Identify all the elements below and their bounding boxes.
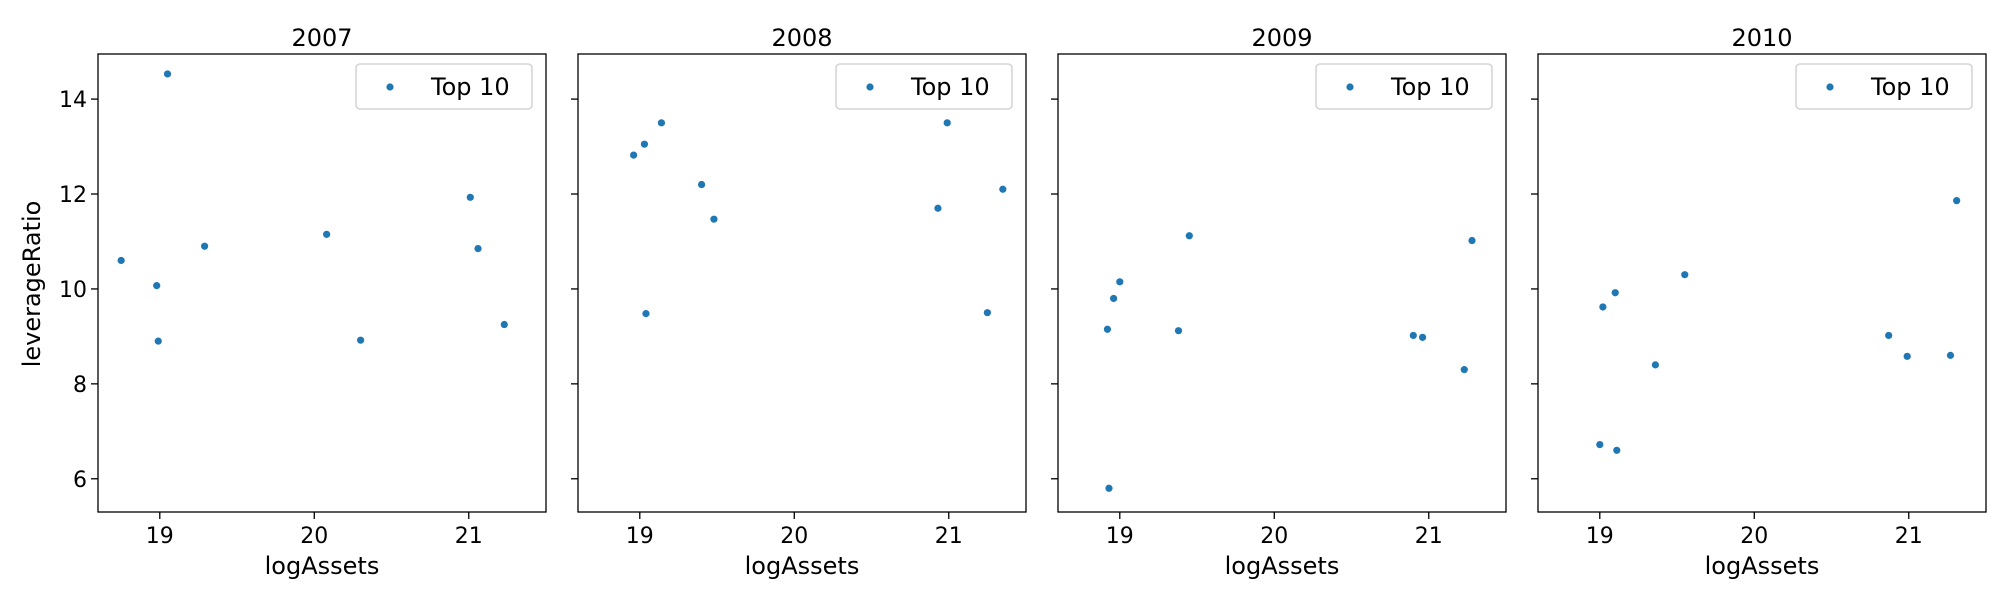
- x-axis-label: logAssets: [1225, 552, 1340, 580]
- data-point: [1946, 351, 1955, 359]
- data-point: [640, 140, 649, 148]
- y-tick-label: 6: [73, 468, 87, 493]
- data-point: [154, 337, 162, 345]
- legend-label: Top 10: [430, 73, 510, 101]
- data-point: [642, 310, 650, 318]
- legend: [1315, 63, 1493, 110]
- data-point: [657, 119, 666, 127]
- y-tick-label: 8: [73, 373, 87, 398]
- panel-title: 2008: [771, 24, 832, 52]
- panel-title: 2007: [291, 24, 352, 52]
- plot-area: [577, 53, 1027, 513]
- data-point: [697, 180, 706, 189]
- x-tick-label: 19: [1106, 524, 1134, 549]
- data-point: [1613, 446, 1621, 454]
- data-point: [1681, 271, 1689, 279]
- data-point: [1651, 361, 1660, 369]
- legend: [835, 63, 1013, 110]
- data-point: [1174, 327, 1183, 335]
- data-point: [934, 204, 942, 212]
- x-axis-label: logAssets: [1705, 552, 1820, 580]
- panel-title: 2009: [1251, 24, 1312, 52]
- legend: [355, 63, 533, 110]
- y-tick-label: 12: [59, 183, 87, 208]
- x-axis-label: logAssets: [265, 552, 380, 580]
- data-point: [1611, 289, 1619, 297]
- data-point: [1903, 352, 1911, 360]
- x-tick-label: 19: [146, 524, 174, 549]
- x-tick-label: 20: [300, 524, 328, 549]
- legend-label: Top 10: [1390, 73, 1470, 101]
- data-point: [1885, 331, 1893, 340]
- x-tick-label: 20: [780, 524, 808, 549]
- data-point: [1105, 484, 1113, 492]
- data-point: [1460, 366, 1468, 374]
- x-axis-label: logAssets: [745, 552, 860, 580]
- x-tick-label: 19: [1586, 524, 1614, 549]
- data-point: [1418, 333, 1427, 341]
- y-tick-label: 14: [59, 88, 87, 113]
- legend: [1795, 63, 1973, 110]
- legend-marker: [866, 83, 874, 91]
- data-point: [466, 193, 474, 201]
- x-tick-label: 19: [626, 524, 654, 549]
- data-point: [1468, 236, 1476, 245]
- x-tick-label: 21: [455, 524, 483, 549]
- data-point: [983, 309, 991, 317]
- panel-title: 2010: [1731, 24, 1792, 52]
- y-axis-label: leverageRatio: [18, 201, 46, 368]
- data-point: [943, 119, 951, 127]
- panel-2009: 2009 19 20 21 logAssets Top 10: [1051, 24, 1507, 580]
- data-point: [1103, 325, 1112, 333]
- panel-2007: 2007 19 20 21 6 8 10 12 14 logAssets Top 10: [59, 24, 547, 580]
- x-tick-label: 21: [1895, 524, 1923, 549]
- data-point: [1599, 303, 1607, 311]
- legend-label: Top 10: [910, 73, 990, 101]
- y-tick-label: 10: [59, 278, 87, 303]
- x-tick-label: 20: [1260, 524, 1288, 549]
- data-point: [1110, 294, 1118, 303]
- data-point: [630, 151, 638, 159]
- data-point: [200, 242, 209, 250]
- data-point: [357, 336, 365, 344]
- legend-label: Top 10: [1870, 73, 1950, 101]
- data-point: [500, 320, 508, 329]
- plot-area: [1057, 53, 1507, 513]
- legend-marker: [1826, 83, 1834, 91]
- data-point: [323, 230, 331, 238]
- x-tick-label: 20: [1740, 524, 1768, 549]
- data-point: [474, 244, 482, 253]
- x-tick-label: 21: [1415, 524, 1443, 549]
- data-point: [1116, 278, 1124, 286]
- data-point: [1409, 331, 1417, 340]
- panel-2008: 2008 19 20 21 logAssets Top 10: [571, 24, 1027, 580]
- data-point: [117, 256, 125, 265]
- legend-marker: [386, 83, 394, 91]
- plot-area: [97, 53, 547, 513]
- plot-area: [1537, 53, 1987, 513]
- data-point: [999, 185, 1007, 193]
- data-point: [1596, 441, 1604, 449]
- data-point: [1185, 232, 1193, 240]
- data-point: [1953, 197, 1961, 205]
- panel-2010: 2010 19 20 21 logAssets Top 10: [1531, 24, 1987, 580]
- legend-marker: [1346, 83, 1354, 91]
- x-tick-label: 21: [935, 524, 963, 549]
- data-point: [163, 70, 172, 78]
- data-point: [153, 282, 161, 290]
- data-point: [710, 215, 718, 223]
